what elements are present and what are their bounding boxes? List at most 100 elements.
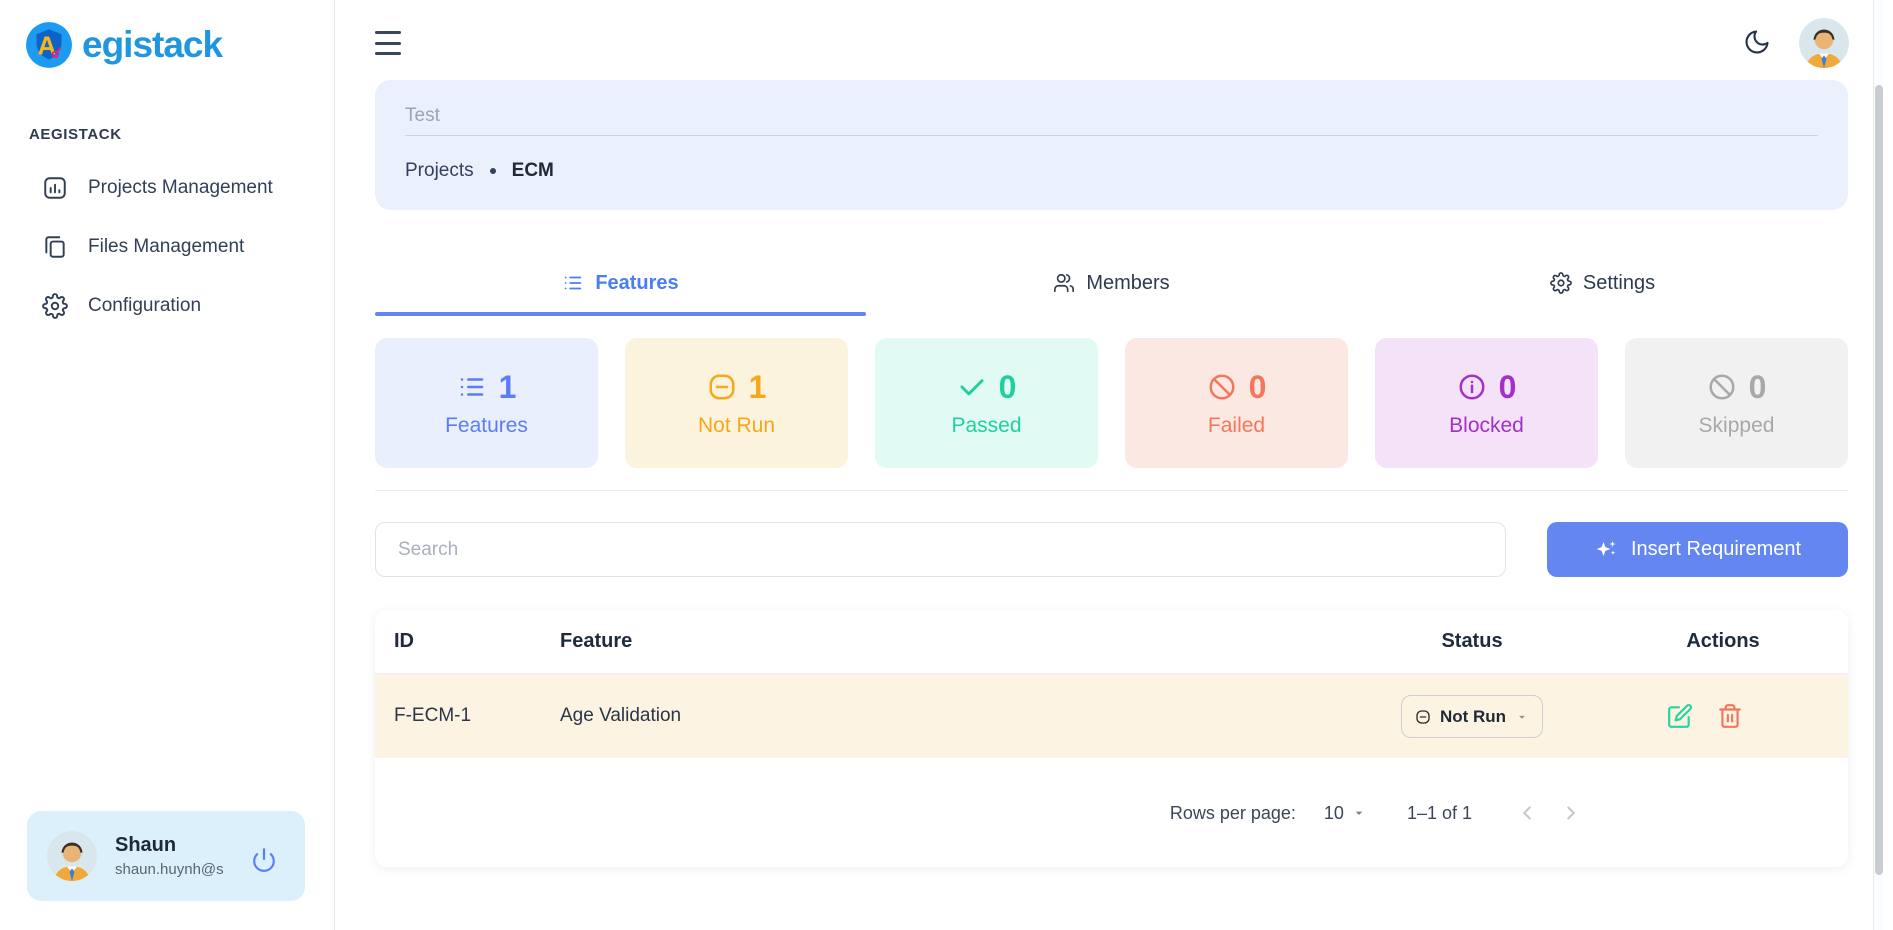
stat-label: Passed bbox=[951, 413, 1022, 437]
insert-requirement-label: Insert Requirement bbox=[1630, 538, 1802, 560]
tab-members[interactable]: Members bbox=[866, 250, 1357, 316]
topbar-avatar[interactable] bbox=[1799, 18, 1849, 68]
stat-card-failed: 0 Failed bbox=[1125, 338, 1348, 468]
column-header-feature: Feature bbox=[560, 630, 633, 652]
brand-logo[interactable]: A egistack bbox=[24, 20, 223, 70]
users-icon bbox=[1054, 273, 1075, 293]
main-area: Projects ECM Features Members Settin bbox=[335, 0, 1883, 930]
sidebar-nav: Projects Management Files Management Con… bbox=[0, 158, 335, 335]
stat-card-notrun: 1 Not Run bbox=[625, 338, 848, 468]
check-icon bbox=[960, 379, 984, 396]
minus-square-icon bbox=[1416, 709, 1430, 724]
stat-card-skipped: 0 Skipped bbox=[1625, 338, 1848, 468]
stat-value: 0 bbox=[998, 368, 1017, 405]
chevron-right-icon bbox=[1567, 806, 1575, 820]
menu-toggle-button[interactable] bbox=[375, 31, 401, 55]
tab-label: Members bbox=[1086, 271, 1170, 294]
chevron-down-icon bbox=[1355, 811, 1363, 815]
user-avatar bbox=[47, 831, 97, 881]
sidebar-item-label: Configuration bbox=[88, 294, 202, 316]
features-table: ID Feature Status Actions F-ECM-1 Age Va… bbox=[375, 610, 1848, 867]
user-meta: Shaun shaun.huynh@s bbox=[115, 834, 224, 878]
info-circle-icon bbox=[1459, 374, 1485, 400]
logout-button[interactable] bbox=[251, 847, 277, 873]
edit-button[interactable] bbox=[1667, 703, 1693, 729]
trash-icon bbox=[1719, 704, 1741, 728]
search-input[interactable] bbox=[375, 522, 1506, 577]
tab-settings[interactable]: Settings bbox=[1357, 250, 1848, 316]
slash-circle-icon bbox=[1709, 374, 1735, 400]
table-row[interactable]: F-ECM-1 Age Validation Not Run bbox=[375, 674, 1848, 758]
column-header-id: ID bbox=[394, 630, 414, 652]
list-icon bbox=[565, 276, 582, 290]
gear-icon bbox=[42, 292, 68, 319]
stat-label: Features bbox=[445, 413, 528, 437]
stat-value: 0 bbox=[1748, 368, 1767, 405]
slash-circle-icon bbox=[1209, 374, 1235, 400]
tab-label: Settings bbox=[1582, 271, 1656, 294]
sidebar: A egistack AEGISTACK Projects Management… bbox=[0, 0, 335, 930]
sidebar-item-projects-management[interactable]: Projects Management bbox=[0, 158, 335, 217]
breadcrumb: Projects ECM bbox=[405, 160, 1818, 182]
delete-button[interactable] bbox=[1717, 703, 1743, 729]
status-value: Not Run bbox=[1439, 706, 1507, 726]
minus-square-icon bbox=[709, 374, 735, 400]
moon-icon bbox=[1745, 30, 1769, 54]
sidebar-item-files-management[interactable]: Files Management bbox=[0, 217, 335, 276]
stat-label: Skipped bbox=[1698, 413, 1775, 437]
pagination: Rows per page: 10 1–1 of 1 bbox=[1170, 798, 1586, 828]
next-page-button[interactable] bbox=[1556, 798, 1586, 828]
section-divider bbox=[375, 490, 1848, 491]
dark-mode-toggle[interactable] bbox=[1743, 28, 1771, 56]
edit-icon bbox=[1668, 704, 1692, 728]
page-range: 1–1 of 1 bbox=[1406, 802, 1472, 823]
brand-text: egistack bbox=[82, 24, 223, 65]
stat-value: 1 bbox=[748, 368, 767, 405]
breadcrumb-separator-dot bbox=[489, 168, 496, 174]
row-actions bbox=[1667, 703, 1743, 729]
scrollbar-thumb[interactable] bbox=[1875, 85, 1883, 875]
user-name: Shaun bbox=[115, 834, 177, 856]
stat-label: Failed bbox=[1207, 413, 1266, 437]
project-header-panel: Projects ECM bbox=[375, 80, 1848, 210]
hamburger-icon bbox=[375, 31, 401, 34]
files-icon bbox=[45, 235, 65, 258]
chevron-down-icon bbox=[1519, 715, 1525, 719]
chevron-left-icon bbox=[1523, 806, 1531, 820]
stat-card-features: 1 Features bbox=[375, 338, 598, 468]
rows-per-page-select[interactable]: 10 bbox=[1324, 803, 1367, 824]
insert-requirement-button[interactable]: Insert Requirement bbox=[1547, 522, 1848, 577]
rows-per-page-label: Rows per page: bbox=[1169, 802, 1296, 823]
list-icon bbox=[460, 378, 483, 396]
cell-id: F-ECM-1 bbox=[394, 705, 472, 726]
stat-value: 1 bbox=[498, 368, 517, 405]
sparkles-icon bbox=[1596, 540, 1616, 556]
scrollbar-track[interactable] bbox=[1873, 0, 1883, 930]
user-card[interactable]: Shaun shaun.huynh@s bbox=[27, 811, 305, 901]
svg-text:A: A bbox=[38, 30, 57, 60]
tab-label: Features bbox=[595, 271, 679, 294]
brand-shield-icon: A bbox=[26, 22, 72, 68]
stat-card-passed: 0 Passed bbox=[875, 338, 1098, 468]
project-name-input[interactable] bbox=[405, 96, 1818, 136]
rows-per-page-value: 10 bbox=[1323, 802, 1344, 823]
cell-feature: Age Validation bbox=[560, 705, 682, 726]
stat-value: 0 bbox=[1248, 368, 1267, 405]
sidebar-item-label: Projects Management bbox=[88, 176, 273, 198]
previous-page-button[interactable] bbox=[1512, 798, 1542, 828]
stats-row: 1 Features 1 Not Run 0 Passed bbox=[375, 338, 1848, 468]
breadcrumb-current: ECM bbox=[511, 160, 554, 181]
table-header-row: ID Feature Status Actions bbox=[375, 610, 1848, 674]
status-dropdown[interactable]: Not Run bbox=[1401, 695, 1543, 738]
gear-icon bbox=[1549, 272, 1572, 294]
stat-card-blocked: 0 Blocked bbox=[1375, 338, 1598, 468]
sidebar-item-label: Files Management bbox=[88, 235, 245, 257]
bar-chart-square-icon bbox=[44, 176, 66, 199]
column-header-actions: Actions bbox=[1686, 630, 1760, 652]
power-icon bbox=[253, 848, 275, 872]
tab-features[interactable]: Features bbox=[375, 250, 866, 316]
stat-label: Not Run bbox=[697, 413, 776, 437]
sidebar-item-configuration[interactable]: Configuration bbox=[0, 276, 335, 335]
column-header-status: Status bbox=[1441, 630, 1503, 652]
breadcrumb-root[interactable]: Projects bbox=[405, 160, 474, 181]
